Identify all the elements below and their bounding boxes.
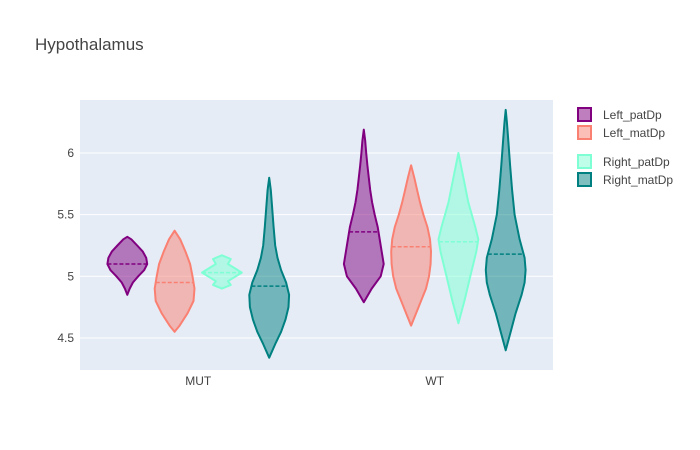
- y-tick-label: 5: [67, 269, 74, 283]
- legend-swatch-Left_matDp: [577, 125, 592, 140]
- y-tick-label: 5.5: [57, 208, 74, 222]
- y-axis-ticks: 4.5 5 5.5 6: [57, 146, 74, 345]
- violin-Left_patDp-WT: [342, 128, 385, 304]
- chart-title: Hypothalamus: [35, 35, 144, 54]
- y-tick-label: 6: [67, 146, 74, 160]
- violins: [106, 108, 527, 359]
- legend-label-Right_matDp: Right_matDp: [603, 173, 673, 187]
- x-tick-label: MUT: [185, 374, 212, 388]
- y-tick-label: 4.5: [57, 331, 74, 345]
- violin-Right_patDp-WT: [437, 152, 480, 325]
- x-axis-ticks: MUT WT: [185, 374, 444, 388]
- legend-swatch-Left_patDp: [577, 107, 592, 122]
- plot-area: [80, 100, 553, 370]
- violin-Left_matDp-WT: [390, 164, 432, 327]
- violin-Left_patDp-MUT: [106, 235, 149, 296]
- violin-Left_matDp-MUT: [153, 229, 196, 333]
- violin-Right_matDp-MUT: [248, 176, 291, 359]
- legend-label-Left_patDp: Left_patDp: [603, 108, 662, 122]
- violin-Right_matDp-WT: [484, 108, 527, 352]
- legend: Left_patDp Left_matDp Right_patDp Right_mat…: [577, 107, 673, 187]
- legend-label-Right_patDp: Right_patDp: [603, 155, 670, 169]
- x-tick-label: WT: [425, 374, 444, 388]
- legend-swatch-Right_matDp: [577, 172, 592, 187]
- legend-swatch-Right_patDp: [577, 154, 592, 169]
- legend-label-Left_matDp: Left_matDp: [603, 126, 665, 140]
